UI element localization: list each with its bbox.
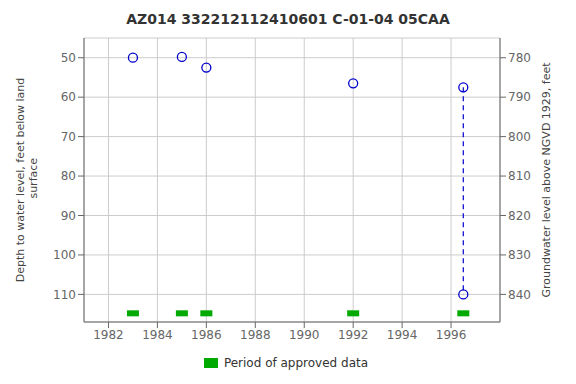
svg-text:50: 50 — [61, 51, 76, 65]
svg-text:110: 110 — [53, 288, 76, 302]
svg-text:840: 840 — [508, 288, 531, 302]
svg-text:1988: 1988 — [240, 328, 271, 342]
svg-text:Depth to water level, feet bel: Depth to water level, feet below land su… — [14, 78, 40, 283]
svg-text:1994: 1994 — [387, 328, 418, 342]
svg-text:800: 800 — [508, 130, 531, 144]
svg-text:1992: 1992 — [338, 328, 369, 342]
svg-text:60: 60 — [61, 90, 76, 104]
svg-text:810: 810 — [508, 169, 531, 183]
svg-text:90: 90 — [61, 209, 76, 223]
svg-text:1990: 1990 — [289, 328, 320, 342]
svg-text:1986: 1986 — [191, 328, 222, 342]
svg-text:100: 100 — [53, 248, 76, 262]
svg-text:1996: 1996 — [436, 328, 467, 342]
svg-text:790: 790 — [508, 90, 531, 104]
svg-text:830: 830 — [508, 248, 531, 262]
html-text:AZ014 332212112410601 C-01-04: AZ014 332212112410601 C-01-04 05CAA — [126, 11, 450, 27]
html-text:Period of approved data: Period of approved data — [223, 356, 369, 370]
svg-text:820: 820 — [508, 209, 531, 223]
svg-text:Groundwater level above NGVD 1: Groundwater level above NGVD 1929, feet — [540, 62, 553, 298]
svg-text:70: 70 — [61, 130, 76, 144]
svg-text:1982: 1982 — [93, 328, 124, 342]
svg-text:780: 780 — [508, 51, 531, 65]
svg-text:1984: 1984 — [142, 328, 173, 342]
svg-text:80: 80 — [61, 169, 76, 183]
